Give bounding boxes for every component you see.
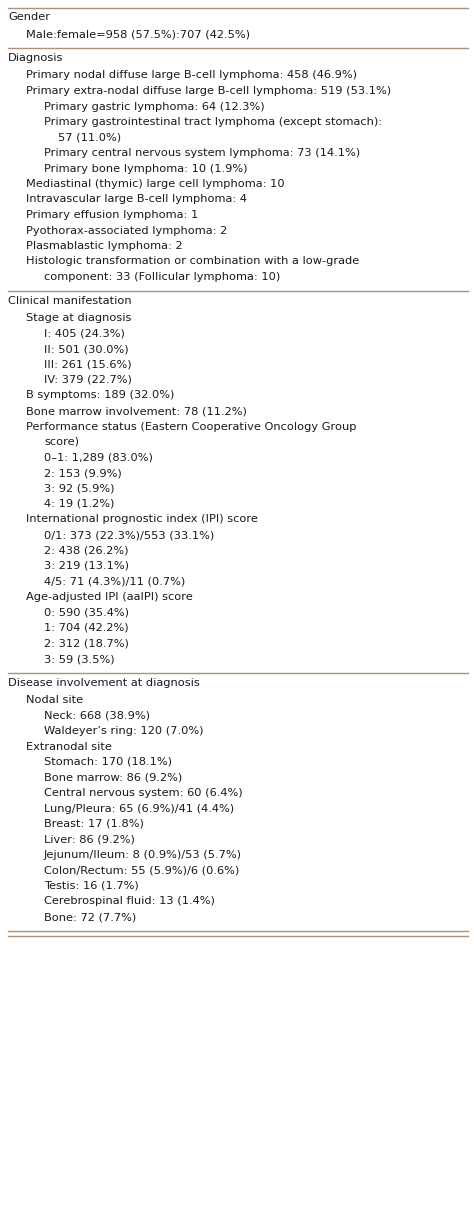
Text: 3: 219 (13.1%): 3: 219 (13.1%) <box>44 561 129 572</box>
Text: 4/5: 71 (4.3%)/11 (0.7%): 4/5: 71 (4.3%)/11 (0.7%) <box>44 576 185 586</box>
Text: Extranodal site: Extranodal site <box>26 741 112 752</box>
Text: Bone marrow involvement: 78 (11.2%): Bone marrow involvement: 78 (11.2%) <box>26 406 247 417</box>
Text: Stage at diagnosis: Stage at diagnosis <box>26 312 131 323</box>
Text: Pyothorax-associated lymphoma: 2: Pyothorax-associated lymphoma: 2 <box>26 225 227 235</box>
Text: 2: 438 (26.2%): 2: 438 (26.2%) <box>44 545 128 556</box>
Text: score): score) <box>44 437 79 447</box>
Text: 3: 59 (3.5%): 3: 59 (3.5%) <box>44 654 115 664</box>
Text: Histologic transformation or combination with a low-grade: Histologic transformation or combination… <box>26 257 359 266</box>
Text: Colon/Rectum: 55 (5.9%)/6 (0.6%): Colon/Rectum: 55 (5.9%)/6 (0.6%) <box>44 866 239 876</box>
Text: Liver: 86 (9.2%): Liver: 86 (9.2%) <box>44 834 135 844</box>
Text: component: 33 (Follicular lymphoma: 10): component: 33 (Follicular lymphoma: 10) <box>44 272 280 282</box>
Text: Stomach: 170 (18.1%): Stomach: 170 (18.1%) <box>44 757 172 767</box>
Text: Testis: 16 (1.7%): Testis: 16 (1.7%) <box>44 880 139 891</box>
Text: IV: 379 (22.7%): IV: 379 (22.7%) <box>44 375 132 385</box>
Text: 0: 590 (35.4%): 0: 590 (35.4%) <box>44 608 129 618</box>
Text: Central nervous system: 60 (6.4%): Central nervous system: 60 (6.4%) <box>44 788 243 798</box>
Text: Nodal site: Nodal site <box>26 695 83 705</box>
Text: 2: 153 (9.9%): 2: 153 (9.9%) <box>44 467 122 478</box>
Text: Plasmablastic lymphoma: 2: Plasmablastic lymphoma: 2 <box>26 241 182 251</box>
Text: 57 (11.0%): 57 (11.0%) <box>58 132 121 143</box>
Text: 1: 704 (42.2%): 1: 704 (42.2%) <box>44 622 128 633</box>
Text: 0/1: 373 (22.3%)/553 (33.1%): 0/1: 373 (22.3%)/553 (33.1%) <box>44 530 214 540</box>
Text: Diagnosis: Diagnosis <box>8 53 64 63</box>
Text: Primary bone lymphoma: 10 (1.9%): Primary bone lymphoma: 10 (1.9%) <box>44 163 247 173</box>
Text: Jejunum/Ileum: 8 (0.9%)/53 (5.7%): Jejunum/Ileum: 8 (0.9%)/53 (5.7%) <box>44 850 242 860</box>
Text: Primary effusion lymphoma: 1: Primary effusion lymphoma: 1 <box>26 210 198 220</box>
Text: Waldeyer’s ring: 120 (7.0%): Waldeyer’s ring: 120 (7.0%) <box>44 727 203 736</box>
Text: Bone: 72 (7.7%): Bone: 72 (7.7%) <box>44 912 136 922</box>
Text: 3: 92 (5.9%): 3: 92 (5.9%) <box>44 483 115 494</box>
Text: Primary gastric lymphoma: 64 (12.3%): Primary gastric lymphoma: 64 (12.3%) <box>44 102 264 111</box>
Text: Primary extra-nodal diffuse large B-cell lymphoma: 519 (53.1%): Primary extra-nodal diffuse large B-cell… <box>26 86 391 96</box>
Text: B symptoms: 189 (32.0%): B symptoms: 189 (32.0%) <box>26 390 174 401</box>
Text: Performance status (Eastern Cooperative Oncology Group: Performance status (Eastern Cooperative … <box>26 421 356 431</box>
Text: Bone marrow: 86 (9.2%): Bone marrow: 86 (9.2%) <box>44 773 182 782</box>
Text: Male:female=958 (57.5%):707 (42.5%): Male:female=958 (57.5%):707 (42.5%) <box>26 29 250 40</box>
Text: 0–1: 1,289 (83.0%): 0–1: 1,289 (83.0%) <box>44 453 153 463</box>
Text: Gender: Gender <box>8 12 50 22</box>
Text: Mediastinal (thymic) large cell lymphoma: 10: Mediastinal (thymic) large cell lymphoma… <box>26 179 284 189</box>
Text: I: 405 (24.3%): I: 405 (24.3%) <box>44 328 125 339</box>
Text: Disease involvement at diagnosis: Disease involvement at diagnosis <box>8 677 200 688</box>
Text: Primary central nervous system lymphoma: 73 (14.1%): Primary central nervous system lymphoma:… <box>44 148 360 157</box>
Text: Clinical manifestation: Clinical manifestation <box>8 295 132 305</box>
Text: International prognostic index (IPI) score: International prognostic index (IPI) sco… <box>26 515 258 524</box>
Text: Primary gastrointestinal tract lymphoma (except stomach):: Primary gastrointestinal tract lymphoma … <box>44 117 382 127</box>
Text: Cerebrospinal fluid: 13 (1.4%): Cerebrospinal fluid: 13 (1.4%) <box>44 896 215 907</box>
Text: Lung/Pleura: 65 (6.9%)/41 (4.4%): Lung/Pleura: 65 (6.9%)/41 (4.4%) <box>44 804 234 814</box>
Text: Age-adjusted IPI (aaIPI) score: Age-adjusted IPI (aaIPI) score <box>26 592 193 602</box>
Text: III: 261 (15.6%): III: 261 (15.6%) <box>44 360 132 369</box>
Text: Neck: 668 (38.9%): Neck: 668 (38.9%) <box>44 711 150 721</box>
Text: Primary nodal diffuse large B-cell lymphoma: 458 (46.9%): Primary nodal diffuse large B-cell lymph… <box>26 70 357 80</box>
Text: 2: 312 (18.7%): 2: 312 (18.7%) <box>44 638 129 649</box>
Text: 4: 19 (1.2%): 4: 19 (1.2%) <box>44 499 114 509</box>
Text: II: 501 (30.0%): II: 501 (30.0%) <box>44 344 128 354</box>
Text: Breast: 17 (1.8%): Breast: 17 (1.8%) <box>44 819 144 830</box>
Text: Intravascular large B-cell lymphoma: 4: Intravascular large B-cell lymphoma: 4 <box>26 195 247 205</box>
